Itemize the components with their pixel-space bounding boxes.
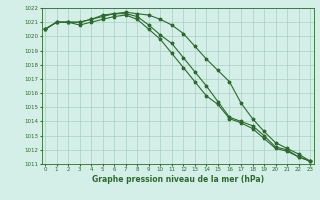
X-axis label: Graphe pression niveau de la mer (hPa): Graphe pression niveau de la mer (hPa) <box>92 175 264 184</box>
